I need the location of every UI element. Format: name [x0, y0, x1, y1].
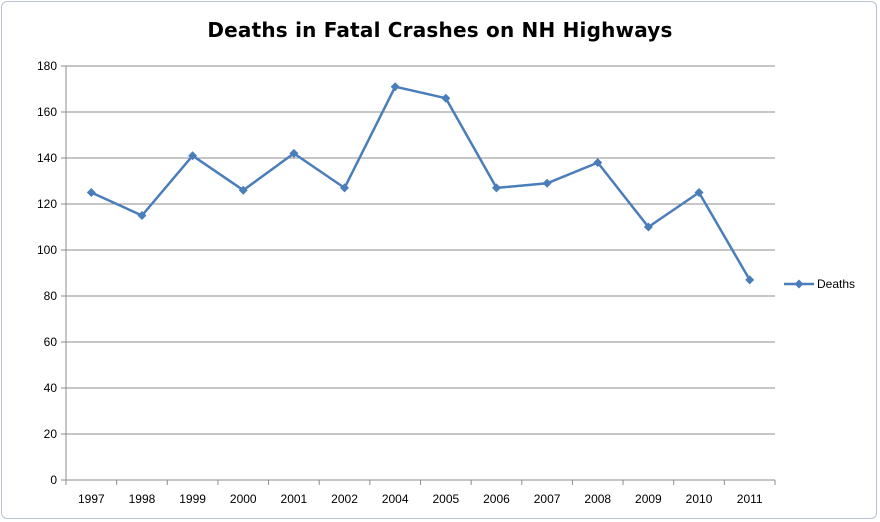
x-tick-label: 2010 — [686, 492, 713, 506]
y-tick-label: 20 — [44, 427, 58, 441]
x-tick-label: 2001 — [281, 492, 308, 506]
x-tick-label: 2008 — [584, 492, 611, 506]
x-tick-label: 2006 — [483, 492, 510, 506]
legend-label: Deaths — [817, 277, 855, 291]
data-point — [289, 148, 299, 158]
y-tick-label: 140 — [37, 151, 57, 165]
data-point — [86, 188, 96, 197]
y-tick-label: 180 — [37, 59, 57, 73]
y-tick-label: 80 — [44, 289, 58, 303]
x-tick-label: 1999 — [179, 492, 206, 506]
data-point — [238, 185, 248, 195]
y-tick-label: 100 — [37, 243, 57, 257]
x-tick-label: 2002 — [331, 492, 358, 506]
y-tick-label: 120 — [37, 197, 57, 211]
data-point — [340, 183, 350, 193]
x-tick-label: 2000 — [230, 492, 257, 506]
x-tick-label: 2011 — [737, 492, 763, 506]
x-tick-label: 2009 — [635, 492, 662, 506]
data-point — [643, 222, 653, 232]
data-point — [441, 93, 451, 103]
y-tick-label: 0 — [50, 473, 57, 487]
data-point — [491, 183, 501, 193]
data-point — [137, 211, 147, 220]
legend-marker — [794, 279, 804, 289]
data-point — [593, 158, 603, 168]
x-tick-label: 2007 — [534, 492, 561, 506]
x-tick-label: 2005 — [432, 492, 459, 506]
y-tick-label: 40 — [44, 381, 58, 395]
x-tick-label: 1997 — [78, 492, 105, 506]
y-tick-label: 160 — [37, 105, 57, 119]
series-line-deaths — [90, 85, 751, 281]
x-tick-label: 1998 — [129, 492, 156, 506]
data-point — [542, 178, 552, 188]
data-point — [188, 151, 198, 161]
y-tick-label: 60 — [44, 335, 58, 349]
data-point — [390, 82, 400, 92]
data-point — [694, 188, 704, 197]
chart-title: Deaths in Fatal Crashes on NH Highways — [207, 18, 673, 42]
x-tick-label: 2004 — [382, 492, 409, 506]
data-point — [745, 275, 755, 285]
